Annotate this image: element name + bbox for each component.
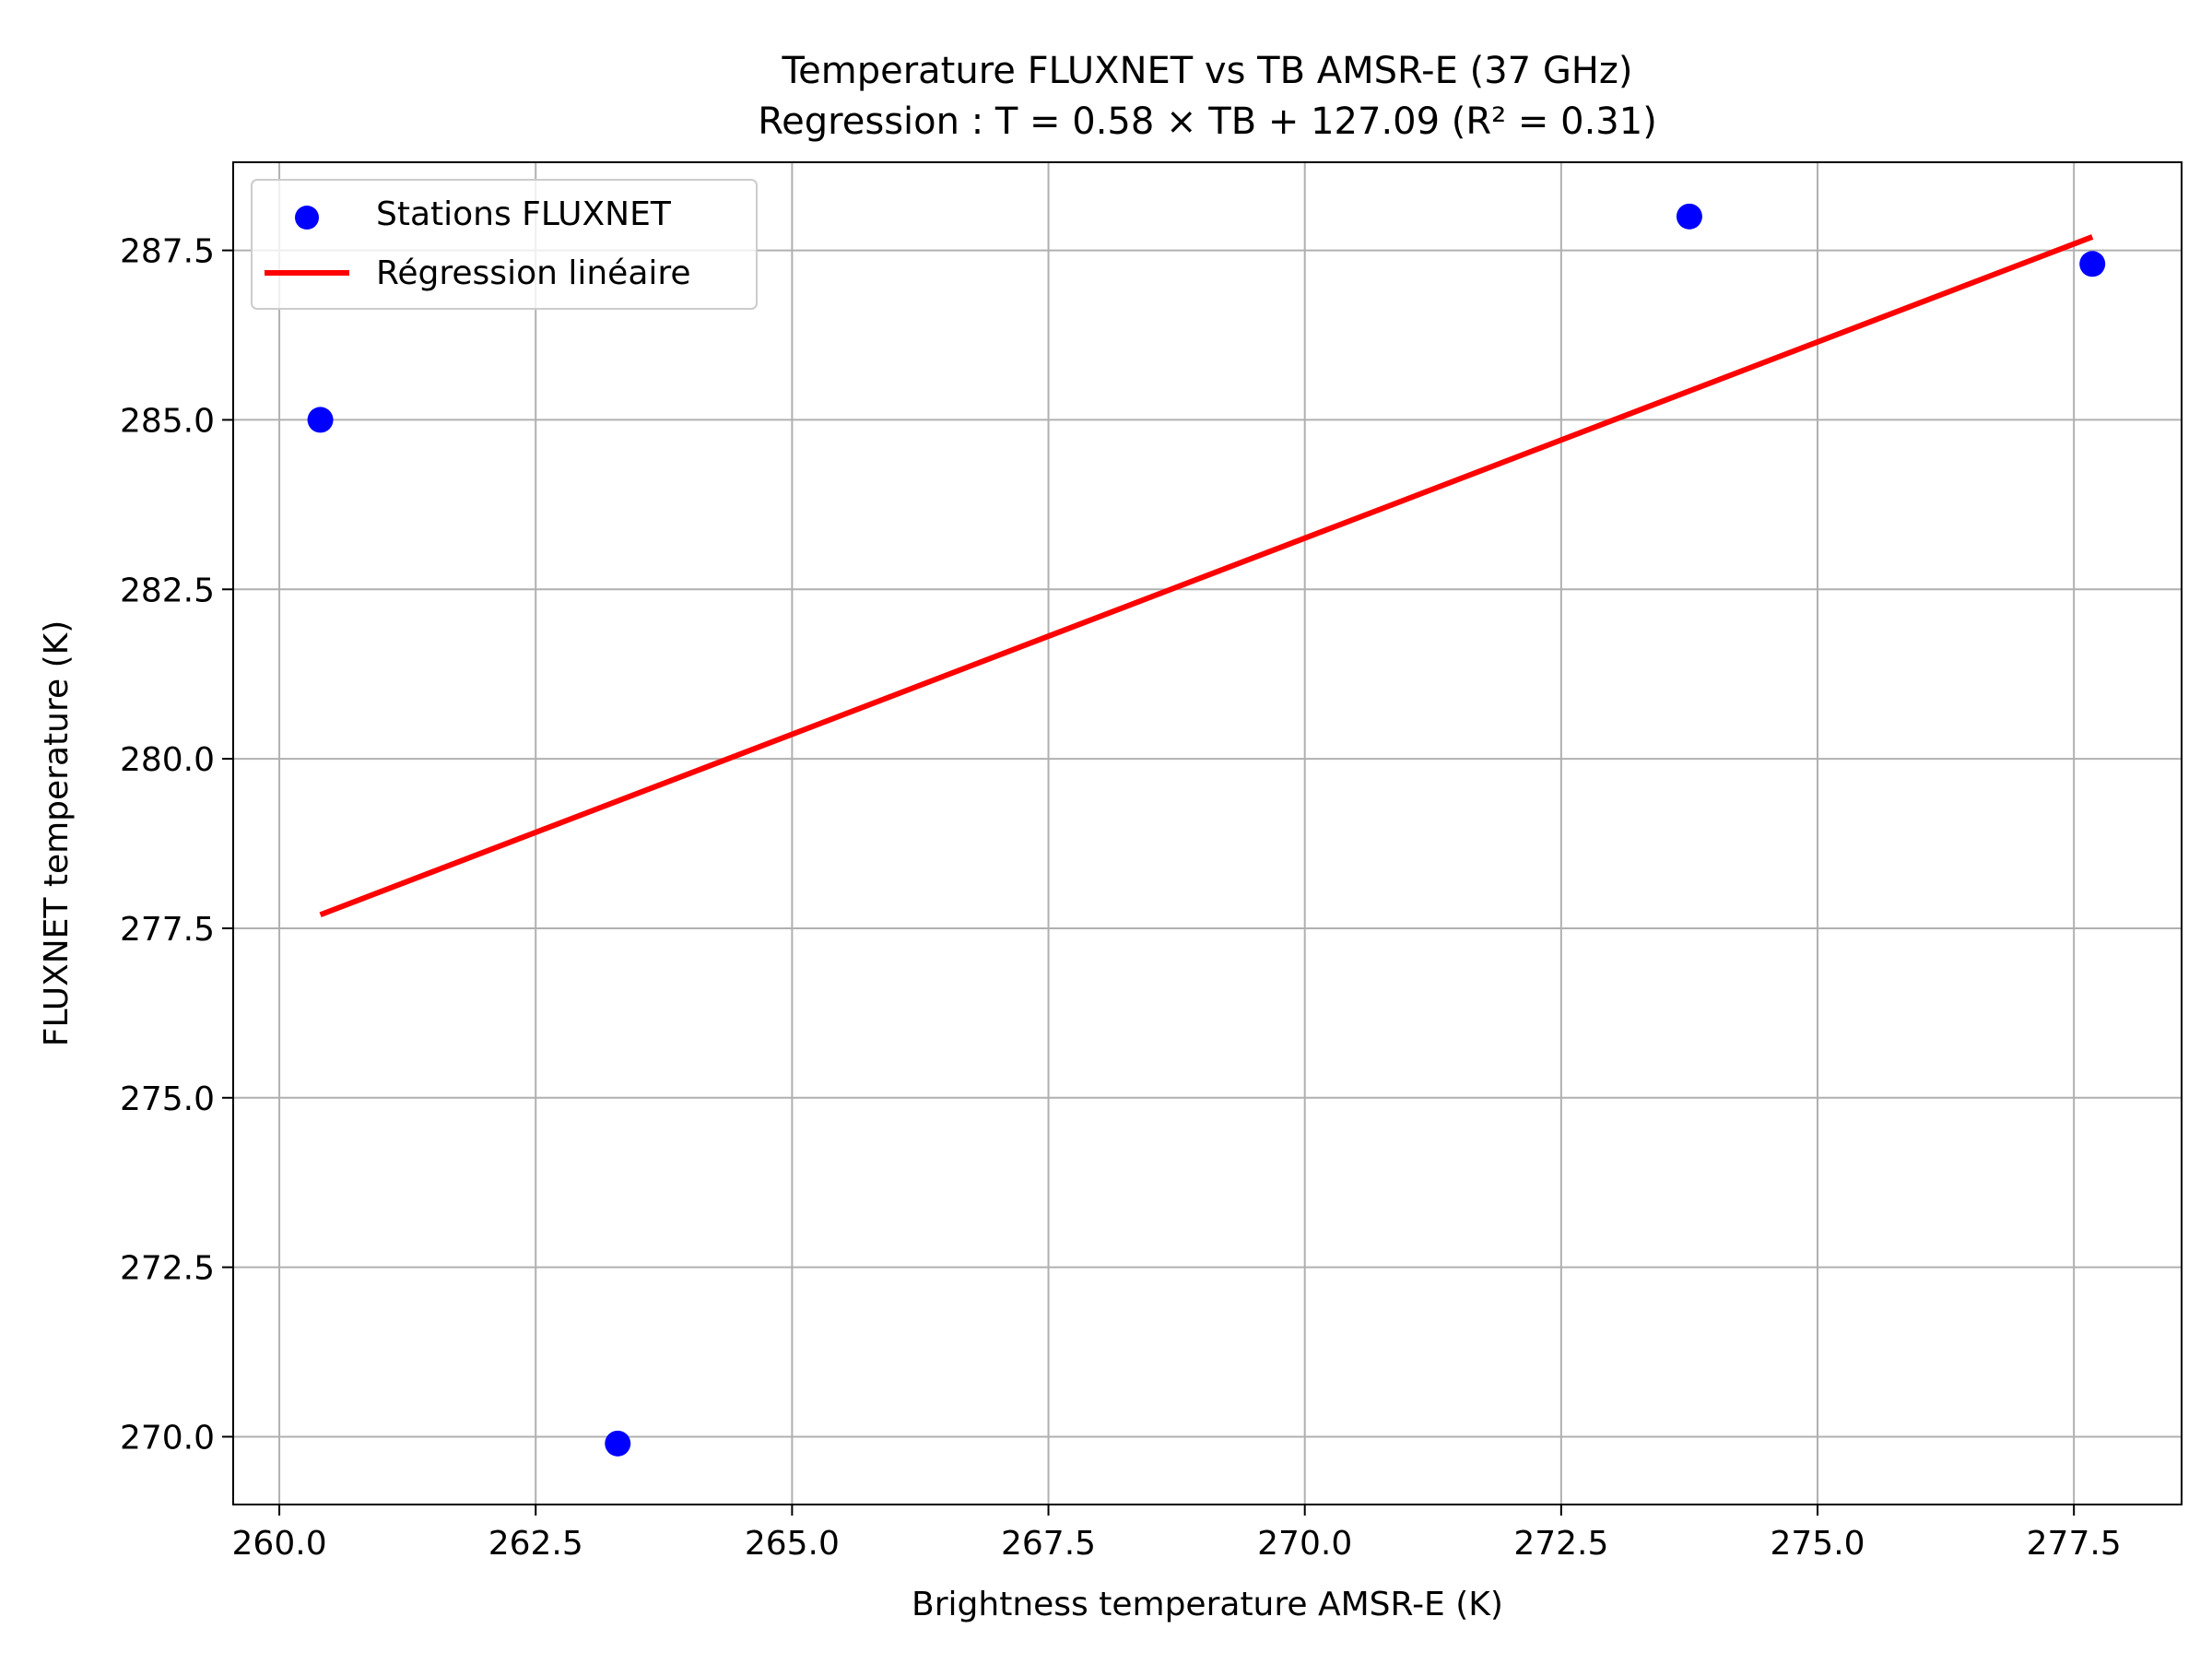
plot-frame xyxy=(232,161,2183,1505)
y-tick-label: 280.0 xyxy=(120,741,215,779)
regression-line xyxy=(319,234,2094,918)
station-point xyxy=(605,1430,631,1457)
x-tick-label: 272.5 xyxy=(1513,1525,1608,1563)
station-point xyxy=(2079,251,2106,277)
y-tick-label: 272.5 xyxy=(120,1250,215,1288)
legend-label-stations: Stations FLUXNET xyxy=(376,195,672,233)
x-tick-label: 260.0 xyxy=(232,1525,327,1563)
y-tick-label: 270.0 xyxy=(120,1419,215,1457)
legend-box xyxy=(251,179,758,310)
station-point xyxy=(307,407,334,433)
legend-label-regression: Régression linéaire xyxy=(376,254,691,292)
legend-marker-stations xyxy=(295,206,319,230)
chart-subtitle: Regression : T = 0.58 × TB + 127.09 (R² … xyxy=(758,100,1657,143)
x-tick-label: 277.5 xyxy=(2027,1525,2122,1563)
x-tick-label: 262.5 xyxy=(488,1525,583,1563)
chart-title: Temperature FLUXNET vs TB AMSR-E (37 GHz… xyxy=(782,50,1633,92)
y-tick-label: 285.0 xyxy=(120,402,215,440)
x-axis-label: Brightness temperature AMSR-E (K) xyxy=(912,1586,1503,1623)
x-tick-label: 267.5 xyxy=(1001,1525,1096,1563)
station-point xyxy=(1676,203,1702,230)
grid xyxy=(233,162,2182,1505)
x-tick-label: 275.0 xyxy=(1770,1525,1865,1563)
legend: Stations FLUXNET Régression linéaire xyxy=(251,179,758,310)
plot-data xyxy=(307,203,2106,1457)
y-axis-label: FLUXNET temperature (K) xyxy=(38,620,76,1047)
x-tick-label: 270.0 xyxy=(1257,1525,1352,1563)
x-tick-label: 265.0 xyxy=(745,1525,840,1563)
y-tick-label: 287.5 xyxy=(120,233,215,271)
y-tick-label: 282.5 xyxy=(120,572,215,609)
y-tick-label: 277.5 xyxy=(120,911,215,949)
y-tick-label: 275.0 xyxy=(120,1080,215,1118)
axis-ticks: 260.0 262.5 265.0 267.5 270.0 272.5 275.0 277.5… xyxy=(120,233,2122,1563)
